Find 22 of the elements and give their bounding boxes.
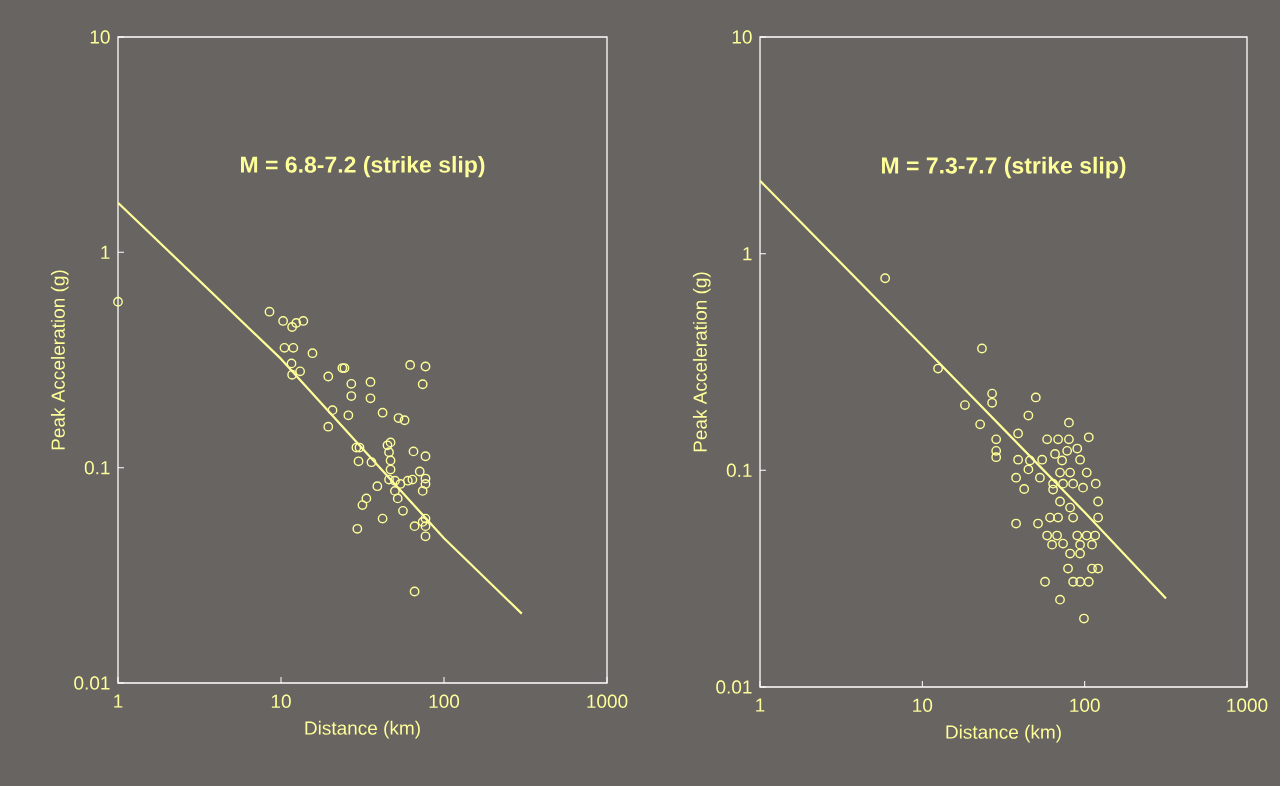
x-tick-label: 1 xyxy=(756,698,765,712)
x-tick-label: 1 xyxy=(114,694,123,708)
text: M = 6.8-7.2 (strike slip) xyxy=(241,155,485,178)
text: M = 7.3-7.7 (strike slip) xyxy=(882,156,1126,179)
y-tick-label: 10 xyxy=(732,30,752,44)
y-axis-title: Peak Acceleration (g) xyxy=(692,272,711,452)
y-tick-label: 1 xyxy=(743,247,752,261)
y-tick-label: 0.1 xyxy=(726,463,752,478)
x-axis-title: Distance (km) xyxy=(305,720,420,739)
y-tick-label: 10 xyxy=(90,30,110,44)
x-tick-label: 1000 xyxy=(587,694,628,708)
x-tick-label: 100 xyxy=(1070,698,1100,712)
y-tick-label: 0.1 xyxy=(84,460,110,475)
x-tick-label: 10 xyxy=(271,694,291,708)
y-tick-label: 1 xyxy=(101,245,110,259)
y-axis-title: Peak Acceleration (g) xyxy=(50,270,69,450)
y-tick-label: 0.01 xyxy=(716,680,752,694)
y-tick-label: 0.01 xyxy=(74,676,110,690)
x-tick-label: 100 xyxy=(429,694,460,708)
x-axis-title: Distance (km) xyxy=(946,724,1061,743)
x-tick-label: 1000 xyxy=(1227,698,1268,712)
x-tick-label: 10 xyxy=(913,698,933,712)
